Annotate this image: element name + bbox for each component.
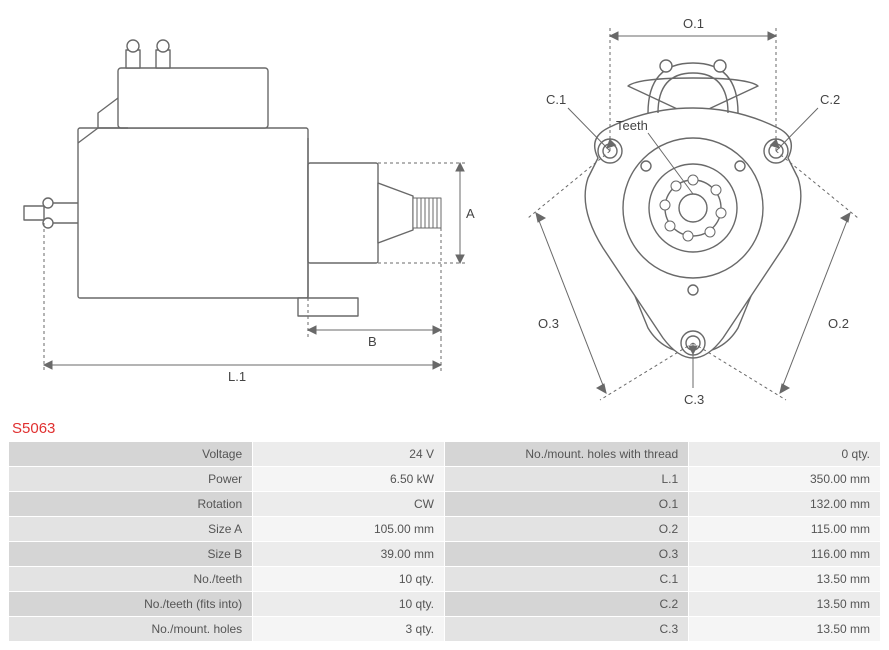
spec-row: No./teeth10 qty.C.113.50 mm [9,567,881,592]
dim-C1-label: C.1 [546,92,566,107]
spec-value: 115.00 mm [689,517,881,542]
spec-value: CW [253,492,445,517]
spec-label: O.1 [444,492,688,517]
spec-row: No./mount. holes3 qty.C.313.50 mm [9,617,881,642]
front-view-diagram: O.1 O.2 O.3 [498,8,888,408]
spec-label: C.1 [444,567,688,592]
spec-value: 6.50 kW [253,467,445,492]
dim-C3-label: C.3 [684,392,704,407]
spec-value: 24 V [253,442,445,467]
spec-value: 39.00 mm [253,542,445,567]
spec-value: 10 qty. [253,592,445,617]
spec-row: No./teeth (fits into)10 qty.C.213.50 mm [9,592,881,617]
spec-row: Size A105.00 mmO.2115.00 mm [9,517,881,542]
dim-O2-label: O.2 [828,316,849,331]
side-view-diagram: A B L.1 [8,8,478,408]
spec-label: Voltage [9,442,253,467]
spec-label: C.2 [444,592,688,617]
dim-O1-label: O.1 [683,16,704,31]
diagram-row: A B L.1 [8,8,881,408]
dim-C2-label: C.2 [820,92,840,107]
dim-A-label: A [466,206,475,221]
spec-value: 350.00 mm [689,467,881,492]
spec-value: 10 qty. [253,567,445,592]
spec-row: Size B39.00 mmO.3116.00 mm [9,542,881,567]
part-number: S5063 [12,420,881,437]
spec-row: Voltage24 VNo./mount. holes with thread0… [9,442,881,467]
spec-label: Rotation [9,492,253,517]
spec-label: Size B [9,542,253,567]
spec-label: No./mount. holes [9,617,253,642]
spec-label: O.2 [444,517,688,542]
spec-label: O.3 [444,542,688,567]
spec-value: 132.00 mm [689,492,881,517]
dim-B-label: B [368,334,377,349]
spec-row: RotationCWO.1132.00 mm [9,492,881,517]
spec-label: C.3 [444,617,688,642]
spec-value: 105.00 mm [253,517,445,542]
dim-O3-label: O.3 [538,316,559,331]
spec-value: 13.50 mm [689,567,881,592]
teeth-label: Teeth [616,118,648,133]
spec-value: 0 qty. [689,442,881,467]
spec-label: Power [9,467,253,492]
spec-label: No./mount. holes with thread [444,442,688,467]
spec-label: L.1 [444,467,688,492]
spec-table: Voltage24 VNo./mount. holes with thread0… [8,441,881,642]
spec-value: 13.50 mm [689,592,881,617]
spec-row: Power6.50 kWL.1350.00 mm [9,467,881,492]
spec-value: 3 qty. [253,617,445,642]
spec-value: 13.50 mm [689,617,881,642]
spec-value: 116.00 mm [689,542,881,567]
spec-label: No./teeth [9,567,253,592]
spec-label: No./teeth (fits into) [9,592,253,617]
spec-label: Size A [9,517,253,542]
dim-L1-label: L.1 [228,369,246,384]
